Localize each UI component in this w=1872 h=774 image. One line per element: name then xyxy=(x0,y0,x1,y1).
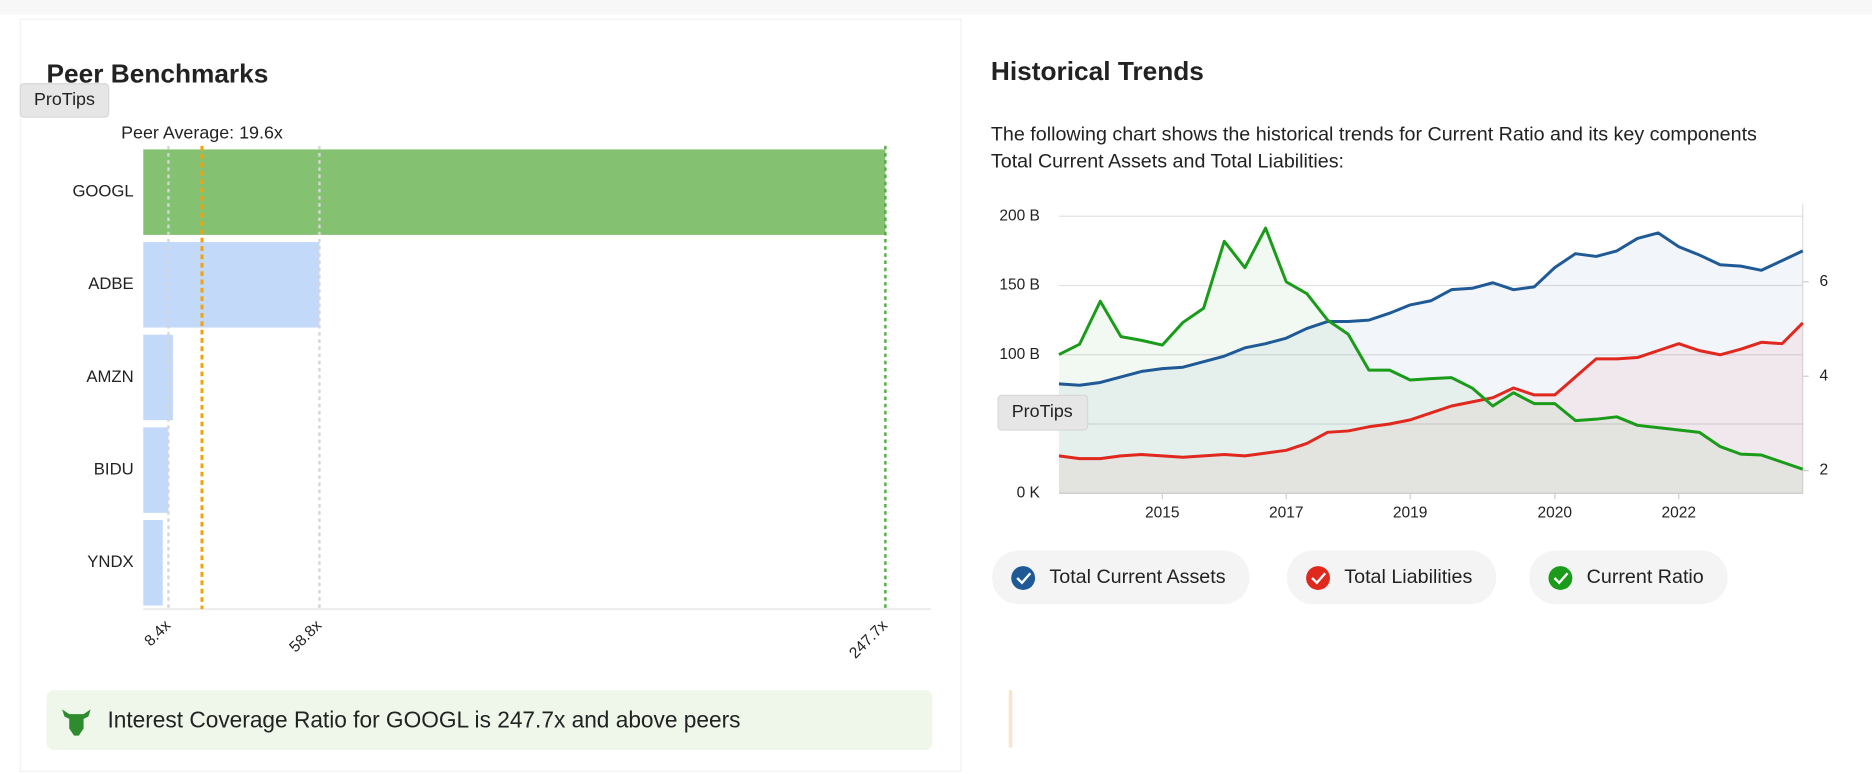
y-tick-label: 100 B xyxy=(999,346,1040,363)
category-label: ADBE xyxy=(88,274,134,293)
bar xyxy=(143,519,163,606)
protips-bg xyxy=(19,83,110,118)
category-label: BIDU xyxy=(94,460,134,479)
check-mark xyxy=(1553,572,1569,585)
protips-label: ProTips xyxy=(34,89,95,109)
x-tick-label: 2017 xyxy=(1269,505,1304,522)
banner-text: Interest Coverage Ratio for GOOGL is 247… xyxy=(107,706,740,732)
legend-check xyxy=(1306,566,1330,590)
legend-chip xyxy=(992,550,1250,605)
legend-item[interactable]: Total Current Assets xyxy=(992,550,1250,605)
bar xyxy=(143,149,886,235)
category-label: GOOGL xyxy=(72,182,133,201)
legend-item[interactable]: Total Liabilities xyxy=(1287,550,1497,605)
peer-average-label: Peer Average: 19.6x xyxy=(121,123,283,143)
y-tick-label: 150 B xyxy=(999,277,1040,294)
legend-label: Total Current Assets xyxy=(1049,566,1225,588)
x-tick-label: 2022 xyxy=(1662,505,1697,522)
x-tick-label: 2020 xyxy=(1538,505,1573,522)
y-tick-label: 200 B xyxy=(999,207,1040,224)
y2-tick-label: 2 xyxy=(1819,462,1828,479)
series-area xyxy=(1058,228,1803,494)
x-tick-label: 2019 xyxy=(1393,505,1428,522)
series-line xyxy=(1058,321,1804,461)
category-label: AMZN xyxy=(86,367,133,386)
legend-chip xyxy=(1287,550,1497,605)
legend: Total Current Assets Total Liabilities Cur… xyxy=(992,550,1728,605)
bull-icon xyxy=(62,709,91,736)
x-tick-label: 2015 xyxy=(1145,505,1180,522)
check-mark xyxy=(1016,572,1032,585)
category-label: YNDX xyxy=(87,552,133,571)
bull-head xyxy=(62,709,91,736)
description: Total Current Assets and Total Liabiliti… xyxy=(991,151,1344,173)
y-tick-label: 0 K xyxy=(1017,484,1041,501)
bar xyxy=(143,427,169,513)
y2-tick-label: 6 xyxy=(1819,273,1828,290)
check-mark xyxy=(1311,572,1327,585)
bar xyxy=(143,242,320,328)
series-line xyxy=(1058,226,1804,471)
protips-tag[interactable]: ProTips xyxy=(19,83,110,118)
accent-bar xyxy=(1008,690,1013,748)
legend-check xyxy=(1011,566,1036,590)
series-line xyxy=(1058,231,1804,387)
right-title: Historical Trends xyxy=(991,56,1204,86)
description: The following chart shows the historical… xyxy=(991,123,1757,145)
legend-label: Current Ratio xyxy=(1587,566,1704,588)
series-area xyxy=(1058,322,1803,494)
legend-chip xyxy=(1529,550,1728,605)
protips-bg xyxy=(997,394,1089,431)
legend-label: Total Liabilities xyxy=(1344,566,1472,588)
protips-label: ProTips xyxy=(1012,401,1073,421)
y2-tick-label: 4 xyxy=(1819,367,1828,384)
banner-bg xyxy=(46,690,933,750)
legend-item[interactable]: Current Ratio xyxy=(1529,550,1728,605)
top-strip xyxy=(0,0,1872,15)
series-area xyxy=(1058,232,1803,494)
left-card xyxy=(19,18,962,773)
protips-tag[interactable]: ProTips xyxy=(997,394,1089,431)
legend-check xyxy=(1548,566,1573,590)
